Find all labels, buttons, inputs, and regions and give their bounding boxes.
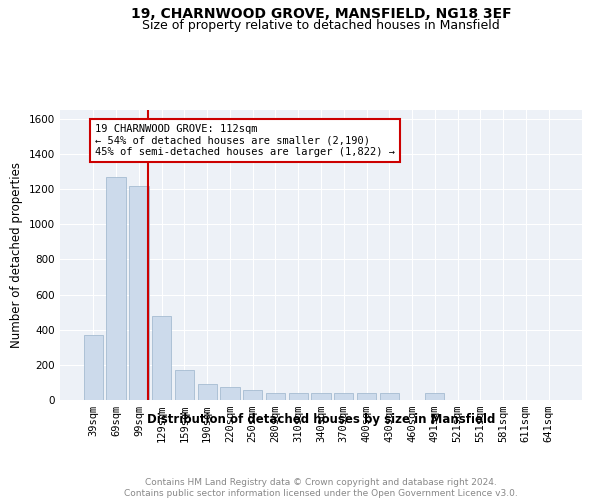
Bar (197, 384, 217, 400)
Bar (175, 370, 194, 400)
Bar (311, 393, 331, 400)
Text: 19, CHARNWOOD GROVE, MANSFIELD, NG18 3EF: 19, CHARNWOOD GROVE, MANSFIELD, NG18 3EF (131, 8, 511, 22)
Bar (84, 335, 103, 400)
Bar (129, 186, 149, 400)
Y-axis label: Number of detached properties: Number of detached properties (10, 162, 23, 348)
Bar (425, 393, 445, 400)
Bar (334, 393, 353, 400)
Text: Contains HM Land Registry data © Crown copyright and database right 2024.
Contai: Contains HM Land Registry data © Crown c… (124, 478, 518, 498)
Text: Distribution of detached houses by size in Mansfield: Distribution of detached houses by size … (147, 412, 495, 426)
Bar (243, 390, 262, 400)
Text: Size of property relative to detached houses in Mansfield: Size of property relative to detached ho… (142, 19, 500, 32)
Text: 19 CHARNWOOD GROVE: 112sqm
← 54% of detached houses are smaller (2,190)
45% of s: 19 CHARNWOOD GROVE: 112sqm ← 54% of deta… (95, 124, 395, 158)
Bar (220, 387, 239, 400)
Bar (289, 393, 308, 400)
Bar (266, 393, 285, 400)
Bar (106, 177, 126, 400)
Bar (380, 393, 399, 400)
Bar (152, 316, 172, 400)
Bar (357, 393, 376, 400)
